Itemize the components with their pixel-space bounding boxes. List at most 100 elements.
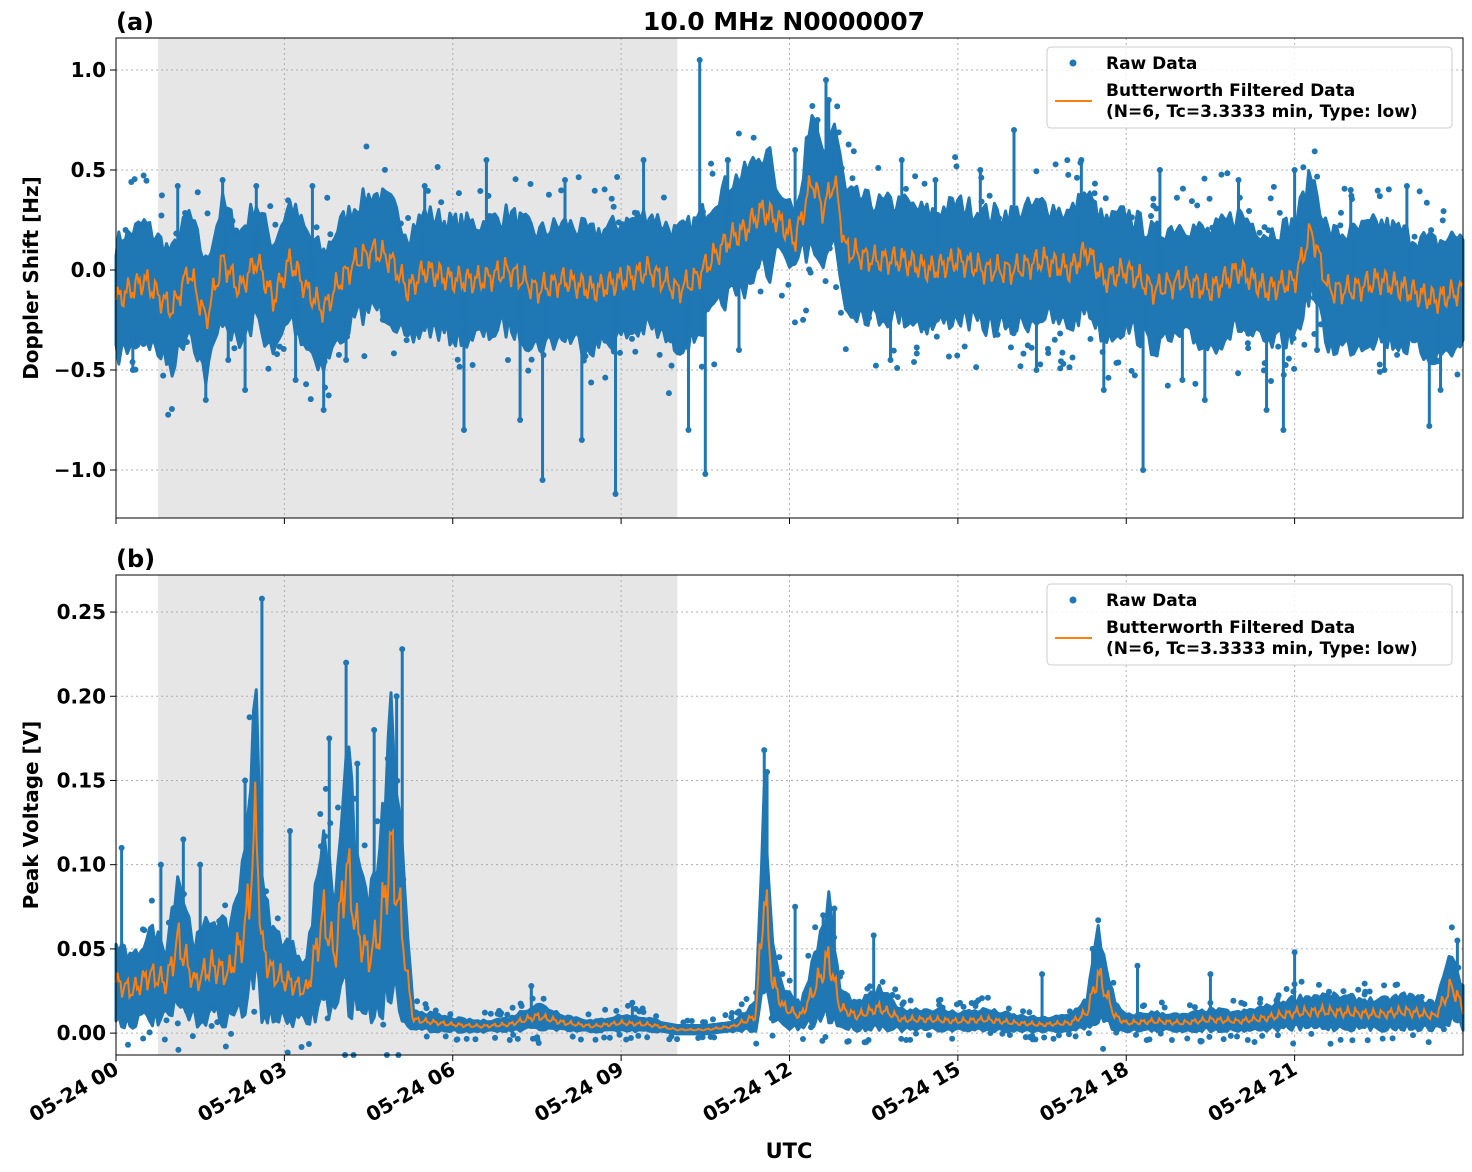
- legend-raw-marker-b: [1069, 596, 1077, 604]
- raw-data-point: [454, 356, 461, 363]
- raw-data-point: [525, 367, 532, 374]
- raw-data-point: [668, 362, 675, 369]
- raw-data-point: [913, 1030, 920, 1037]
- raw-data-point: [1072, 1033, 1079, 1040]
- raw-data-point: [1218, 171, 1225, 178]
- raw-data-point: [665, 390, 672, 397]
- raw-data-point: [1029, 1032, 1036, 1039]
- raw-data-point: [398, 1003, 405, 1010]
- raw-data-point: [280, 345, 287, 352]
- raw-data-point: [1134, 962, 1141, 969]
- legend-raw-marker-a: [1069, 59, 1077, 67]
- raw-data-point: [180, 890, 187, 897]
- raw-data-point: [695, 218, 702, 225]
- raw-data-point: [932, 177, 939, 183]
- raw-data-point: [223, 319, 230, 326]
- raw-data-point: [118, 844, 125, 851]
- raw-data-point: [324, 194, 331, 201]
- raw-data-point: [615, 219, 622, 226]
- raw-data-point: [258, 595, 265, 602]
- raw-data-point: [246, 714, 253, 721]
- raw-data-point: [545, 191, 552, 198]
- raw-data-point: [1290, 335, 1297, 342]
- raw-data-point: [182, 210, 189, 217]
- raw-data-point: [968, 1000, 975, 1007]
- raw-data-point: [263, 1010, 270, 1017]
- raw-data-point: [161, 1036, 168, 1043]
- raw-data-point: [202, 397, 209, 403]
- raw-data-point: [317, 843, 324, 850]
- raw-data-point: [140, 340, 147, 347]
- raw-data-point: [826, 245, 833, 252]
- x-axis-ticks-b: 05-24 00 05-24 03 05-24 06 05-24 09 05-24 12…: [25, 1055, 1301, 1127]
- raw-data-point: [1276, 209, 1283, 216]
- raw-data-point: [242, 777, 249, 784]
- raw-data-point: [477, 188, 484, 195]
- raw-data-point: [226, 325, 233, 332]
- raw-data-point: [1140, 467, 1147, 473]
- raw-data-point: [399, 646, 406, 653]
- raw-data-point: [696, 57, 703, 63]
- raw-data-point: [870, 932, 877, 939]
- raw-data-point: [1201, 397, 1208, 403]
- raw-data-point: [1161, 1004, 1168, 1011]
- raw-data-point: [822, 1034, 829, 1041]
- raw-data-point: [512, 176, 519, 183]
- raw-data-point: [894, 365, 901, 372]
- raw-data-point: [1005, 1005, 1012, 1012]
- raw-data-point: [361, 842, 368, 849]
- raw-data-point: [1158, 999, 1165, 1006]
- x-tick-label: 05-24 21: [1204, 1057, 1302, 1127]
- raw-data-point: [1275, 343, 1282, 350]
- raw-data-point: [485, 192, 492, 199]
- raw-data-point: [1268, 378, 1275, 385]
- raw-data-point: [292, 377, 299, 383]
- raw-data-point: [222, 1043, 229, 1050]
- raw-data-point: [838, 165, 845, 172]
- raw-data-point: [1241, 1001, 1248, 1008]
- raw-data-point: [1426, 423, 1433, 429]
- raw-data-point: [121, 238, 128, 245]
- raw-data-point: [389, 313, 396, 320]
- raw-data-points-a: [121, 57, 1461, 497]
- raw-data-point: [698, 363, 705, 370]
- raw-data-point: [540, 352, 547, 359]
- raw-data-point: [1366, 988, 1373, 995]
- raw-data-point: [1290, 1040, 1297, 1047]
- raw-data-point: [1007, 344, 1014, 351]
- raw-data-point: [1057, 330, 1064, 337]
- legend-raw-label-a: Raw Data: [1106, 54, 1197, 74]
- y-tick-label: −0.5: [54, 358, 106, 382]
- raw-data-point: [1246, 207, 1253, 214]
- raw-data-point: [1418, 993, 1425, 1000]
- raw-data-point: [984, 994, 991, 1001]
- raw-data-point: [1102, 195, 1109, 202]
- raw-data-point: [1394, 981, 1401, 988]
- raw-data-point: [738, 1001, 745, 1008]
- x-tick-label: 05-24 15: [867, 1057, 965, 1127]
- raw-data-point: [1157, 1030, 1164, 1037]
- raw-data-point: [1314, 173, 1321, 180]
- raw-data-point: [809, 102, 816, 109]
- raw-data-point: [1453, 341, 1460, 348]
- raw-data-point: [1275, 992, 1282, 999]
- raw-data-point: [494, 1010, 501, 1017]
- raw-data-point: [1379, 331, 1386, 338]
- raw-data-point: [926, 1032, 933, 1039]
- raw-data-point: [321, 384, 328, 391]
- raw-data-point: [835, 129, 842, 136]
- raw-data-point: [1236, 194, 1243, 201]
- raw-data-point: [529, 1035, 536, 1042]
- raw-data-point: [1291, 981, 1298, 988]
- raw-data-point: [295, 329, 302, 336]
- raw-data-point: [709, 1016, 716, 1023]
- raw-data-point: [472, 1036, 479, 1043]
- raw-data-point: [936, 1002, 943, 1009]
- raw-data-point: [699, 1034, 706, 1041]
- raw-data-point: [514, 1035, 521, 1042]
- raw-data-point: [653, 1013, 660, 1020]
- legend-b: Raw Data Butterworth Filtered Data (N=6,…: [1046, 583, 1453, 666]
- raw-data-point: [778, 292, 785, 299]
- raw-data-point: [125, 1041, 132, 1048]
- raw-data-point: [307, 396, 314, 403]
